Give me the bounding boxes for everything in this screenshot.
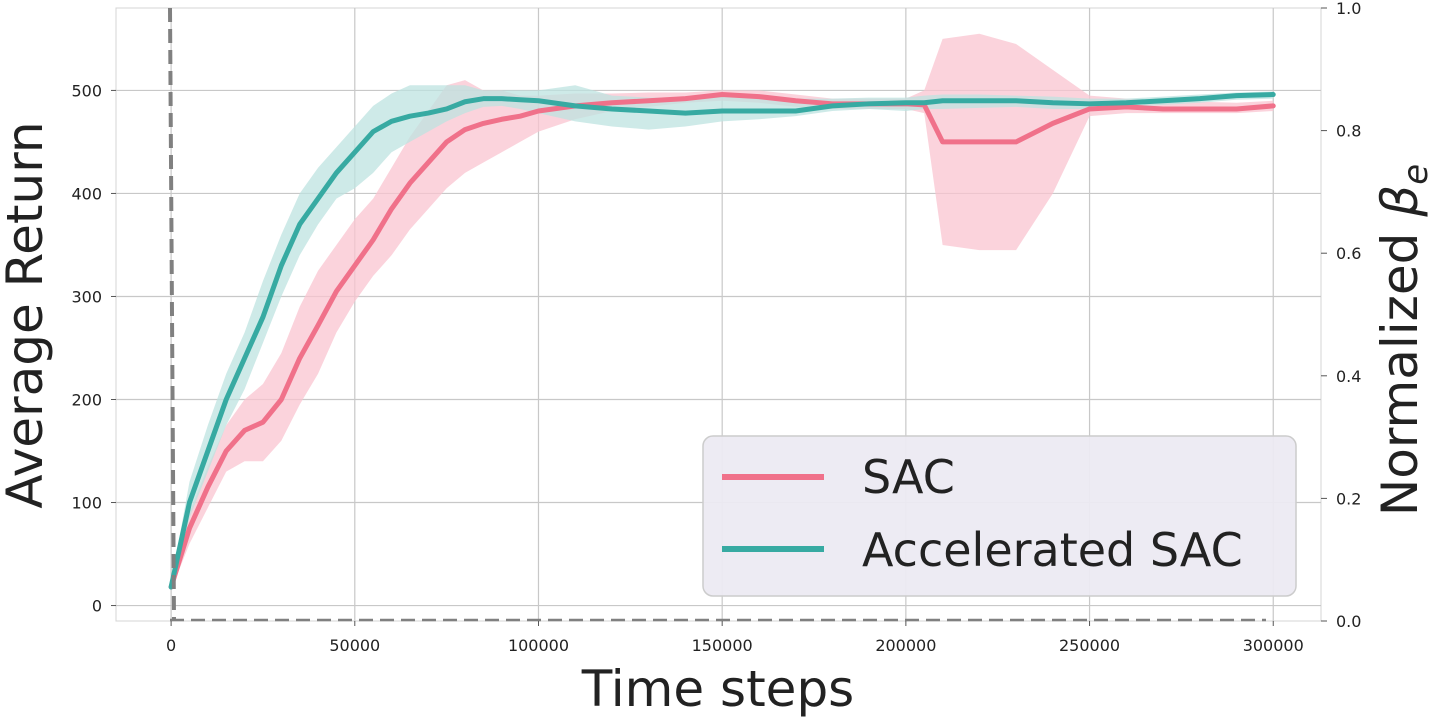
band-sac (171, 33, 1274, 591)
y-tick-label: 400 (71, 184, 102, 203)
y-tick-label: 200 (71, 390, 102, 409)
y2-axis-title-base: Normalized (1371, 217, 1429, 516)
x-tick-label: 150000 (692, 636, 753, 655)
x-tick-label: 200000 (875, 636, 936, 655)
x-tick-label: 0 (166, 636, 176, 655)
x-tick-label: 50000 (329, 636, 380, 655)
legend-label-accelerated-sac: Accelerated SAC (862, 523, 1243, 577)
y2-axis-ticks: 0.0 0.2 0.4 0.6 0.8 1.0 (1321, 0, 1361, 631)
beta-vertical-dashed-line (168, 7, 176, 622)
series-line-sac (168, 92, 1276, 590)
series-line-accelerated-sac (168, 92, 1276, 590)
y-tick-label: 500 (71, 81, 102, 100)
y2-tick-label: 0.2 (1336, 489, 1361, 508)
x-tick-label: 100000 (508, 636, 569, 655)
x-axis-title: Time steps (581, 660, 854, 718)
y2-tick-label: 1.0 (1336, 0, 1361, 18)
y2-axis-title-symbol: β (1371, 185, 1429, 218)
y2-axis-title-sub: e (1396, 164, 1436, 185)
y-axis-ticks: 0 100 200 300 400 500 (71, 81, 116, 616)
x-tick-label: 250000 (1059, 636, 1120, 655)
legend-box (702, 435, 1297, 597)
y-tick-label: 300 (71, 287, 102, 306)
x-tick-label: 300000 (1243, 636, 1304, 655)
x-axis-ticks: 0 50000 100000 150000 200000 250000 300000 (166, 621, 1304, 655)
y2-tick-label: 0.6 (1336, 244, 1361, 263)
y2-tick-label: 0.8 (1336, 122, 1361, 141)
y2-axis-title: Normalized βe (1371, 164, 1436, 516)
y2-tick-label: 0.0 (1336, 612, 1361, 631)
legend-label-sac: SAC (862, 450, 955, 504)
y-tick-label: 0 (92, 597, 102, 616)
y-tick-label: 100 (71, 494, 102, 513)
legend: SAC Accelerated SAC (702, 435, 1297, 597)
confidence-bands (171, 33, 1274, 591)
y-axis-title: Average Return (0, 121, 54, 508)
series-lines (168, 92, 1276, 590)
y2-tick-label: 0.4 (1336, 367, 1361, 386)
